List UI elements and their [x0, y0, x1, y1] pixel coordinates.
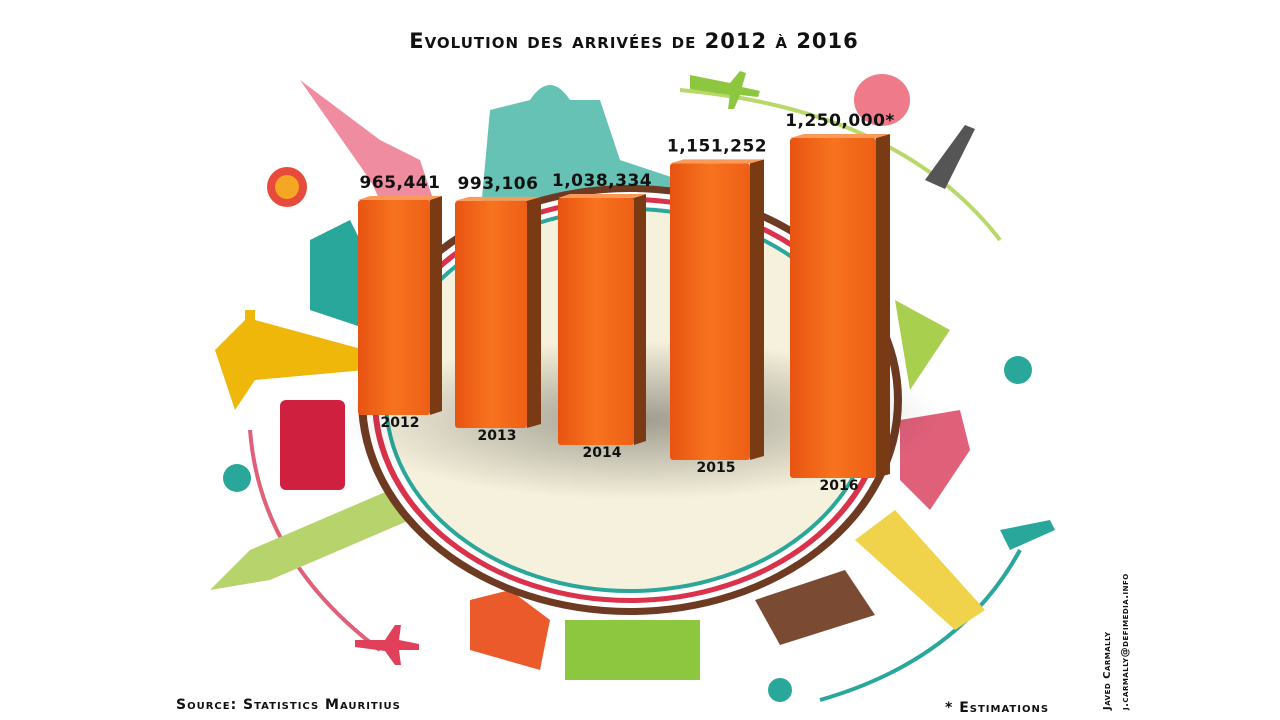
bar-top	[455, 196, 541, 201]
bar-top	[790, 134, 890, 138]
value-label: 1,038,334	[552, 171, 652, 191]
bar	[790, 138, 876, 478]
email: j.carmally@defimedia.info	[1120, 573, 1131, 711]
bar-side	[430, 196, 442, 415]
x-tick-label: 2014	[583, 445, 622, 461]
bar	[670, 163, 750, 460]
value-label: 1,151,252	[667, 136, 767, 156]
x-tick-label: 2015	[697, 460, 736, 476]
note: * Estimations	[945, 700, 1049, 716]
value-label: 1,250,000*	[785, 111, 895, 131]
author: Javed Carmally	[1102, 631, 1113, 711]
bar-top	[358, 196, 442, 200]
value-label: 965,441	[360, 173, 441, 193]
bar	[558, 197, 634, 445]
bar-side	[750, 159, 764, 460]
plot-area: 965,441 2012 993,106 2013 1,038,334 2014 1,151…	[358, 111, 895, 494]
source: Source: Statistics Mauritius	[176, 697, 401, 713]
x-tick-label: 2016	[820, 478, 859, 494]
bar	[358, 200, 430, 415]
x-tick-label: 2013	[478, 428, 517, 444]
bar-side	[876, 134, 890, 478]
bar	[455, 200, 527, 428]
value-label: 993,106	[458, 174, 539, 194]
bar-side	[527, 196, 541, 428]
bar-top	[670, 159, 764, 164]
bar-top	[558, 193, 646, 198]
chart-title: Evolution des arrivées de 2012 à 2016	[409, 29, 859, 53]
bar-side	[634, 193, 646, 445]
x-tick-label: 2012	[381, 415, 420, 431]
